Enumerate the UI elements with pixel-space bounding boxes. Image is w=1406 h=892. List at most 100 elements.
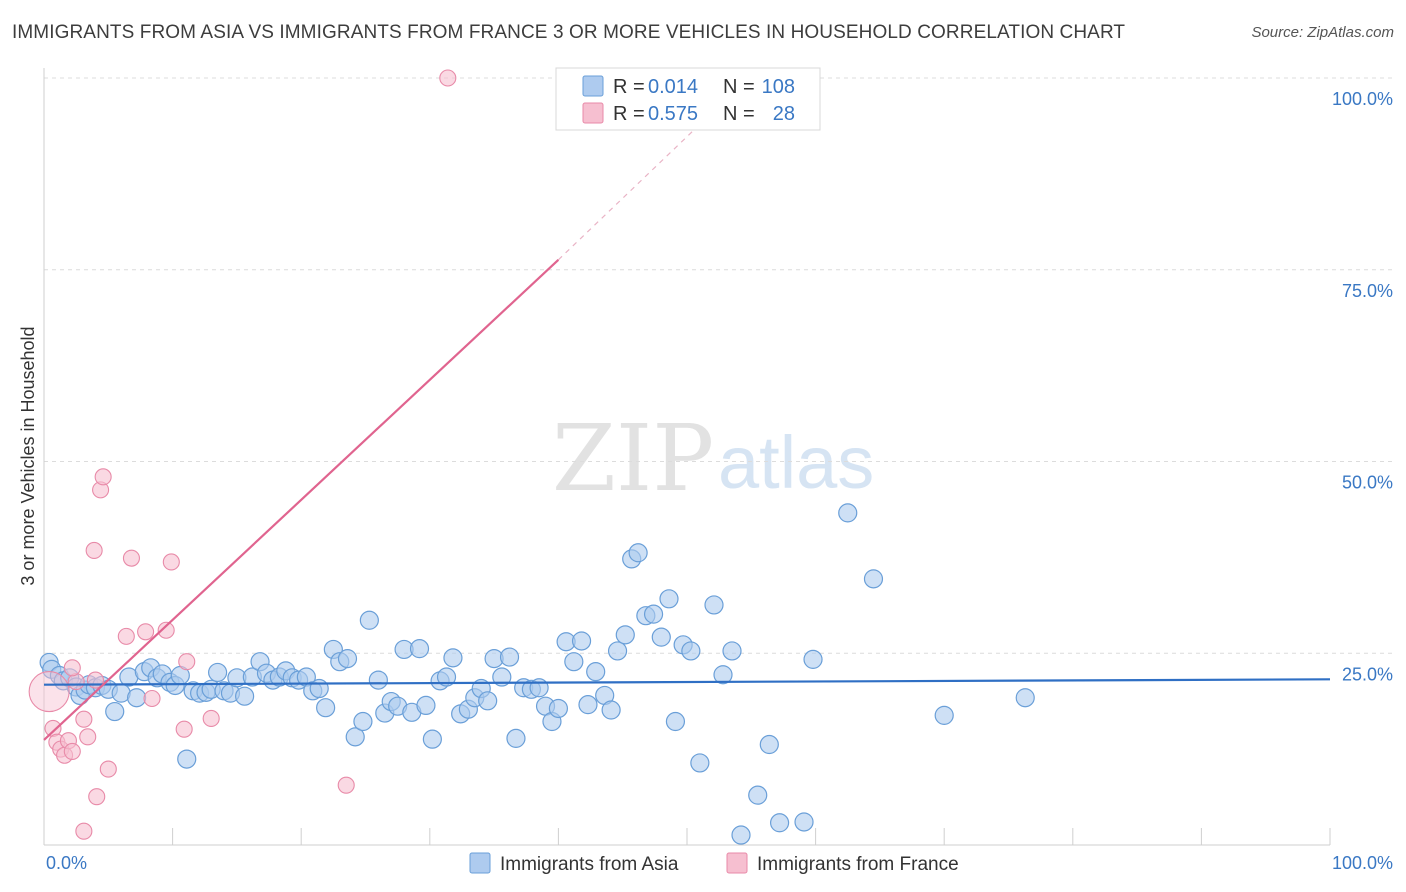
france-point	[117, 627, 135, 645]
france-point	[137, 623, 155, 641]
legend-france-n-value: 28	[773, 103, 795, 125]
asia-point	[345, 727, 365, 747]
asia-point	[704, 595, 724, 615]
france-point	[63, 742, 81, 760]
asia-point	[309, 678, 329, 699]
france-point	[175, 720, 193, 738]
asia-point	[368, 670, 388, 690]
asia-point	[359, 610, 379, 630]
asia-point	[681, 641, 701, 661]
asia-trend-line	[43, 678, 1331, 686]
france-point	[88, 788, 106, 806]
france-point	[79, 728, 97, 746]
asia-point	[353, 711, 373, 732]
asia-point	[643, 604, 664, 624]
asia-point	[126, 688, 147, 708]
asia-point	[731, 825, 751, 845]
chart-title: IMMIGRANTS FROM ASIA VS IMMIGRANTS FROM …	[12, 22, 1126, 43]
series-legend: Immigrants from Asia Immigrants from Fra…	[469, 852, 959, 875]
asia-point	[863, 569, 884, 589]
asia-point	[748, 785, 768, 805]
asia-point	[838, 503, 858, 523]
asia-point	[478, 691, 498, 711]
y-tick-label-25: 25.0%	[1342, 664, 1393, 684]
asia-point	[934, 705, 954, 725]
y-tick-labels: 25.0% 50.0% 75.0% 100.0%	[1332, 89, 1393, 684]
asia-point	[548, 698, 569, 719]
asia-point	[436, 667, 457, 687]
y-tick-label-75: 75.0%	[1342, 281, 1393, 301]
stats-legend: R = 0.014 N = 108 R = 0.575 N = 28	[555, 67, 821, 131]
asia-point	[492, 667, 512, 687]
france-point	[85, 541, 103, 560]
asia-point	[759, 734, 779, 755]
x-ticks	[43, 828, 1331, 845]
series-asia-points	[39, 503, 1035, 845]
france-point	[28, 671, 70, 713]
legend-france-r-value: 0.575	[648, 103, 698, 125]
asia-point	[615, 625, 635, 645]
france-point	[439, 69, 457, 87]
france-trend-extension	[557, 118, 706, 261]
france-point	[143, 689, 161, 708]
asia-point	[803, 649, 823, 669]
series-france-points	[28, 69, 457, 840]
asia-point	[208, 662, 228, 683]
france-point	[122, 549, 140, 567]
legend-france-r-label: R =	[613, 103, 645, 125]
asia-point	[769, 813, 790, 833]
gridlines	[44, 77, 1392, 654]
asia-point	[235, 686, 255, 706]
france-point	[94, 468, 112, 486]
bottom-legend-france-label: Immigrants from France	[757, 854, 959, 875]
france-point	[75, 710, 93, 728]
france-point	[162, 553, 180, 571]
asia-point	[416, 695, 436, 716]
asia-point	[665, 711, 686, 732]
watermark-atlas: atlas	[718, 421, 874, 504]
asia-point	[628, 543, 648, 563]
asia-point	[443, 648, 463, 668]
legend-swatch-asia	[582, 75, 604, 97]
asia-point	[607, 641, 628, 661]
asia-point	[506, 728, 526, 748]
y-axis-title: 3 or more Vehicles in Household	[18, 326, 38, 585]
france-point	[337, 776, 355, 794]
x-tick-label-max: 100.0%	[1332, 853, 1393, 873]
x-tick-label-min: 0.0%	[46, 853, 87, 873]
france-point	[99, 760, 117, 778]
france-point	[178, 653, 196, 671]
legend-asia-n-label: N =	[723, 76, 755, 98]
france-point	[157, 621, 175, 639]
legend-swatch-france	[582, 102, 604, 124]
legend-asia-r-label: R =	[613, 76, 645, 98]
asia-point	[337, 649, 358, 669]
france-point	[75, 822, 93, 840]
asia-point	[177, 749, 197, 769]
bottom-legend-swatch-france	[726, 852, 748, 874]
y-tick-label-50: 50.0%	[1342, 473, 1393, 493]
asia-point	[564, 652, 584, 672]
watermark-zip: ZIP	[552, 405, 714, 512]
bottom-legend-asia-label: Immigrants from Asia	[500, 854, 679, 875]
asia-point	[422, 729, 442, 749]
asia-point	[601, 700, 621, 720]
asia-point	[571, 631, 592, 651]
legend-france-n-label: N =	[723, 103, 755, 125]
asia-point	[659, 589, 679, 609]
source-label: Source: ZipAtlas.com	[1251, 24, 1394, 41]
asia-point	[713, 665, 733, 685]
asia-point	[651, 627, 671, 647]
asia-point	[586, 662, 606, 682]
asia-point	[529, 678, 549, 698]
asia-point	[409, 639, 430, 659]
asia-point	[105, 701, 125, 722]
france-point	[63, 659, 81, 677]
trend-lines	[43, 118, 1331, 741]
legend-asia-r-value: 0.014	[648, 76, 698, 98]
france-point	[202, 709, 220, 727]
y-tick-label-100: 100.0%	[1332, 89, 1393, 109]
asia-point	[578, 695, 598, 715]
legend-asia-n-value: 108	[762, 76, 795, 98]
